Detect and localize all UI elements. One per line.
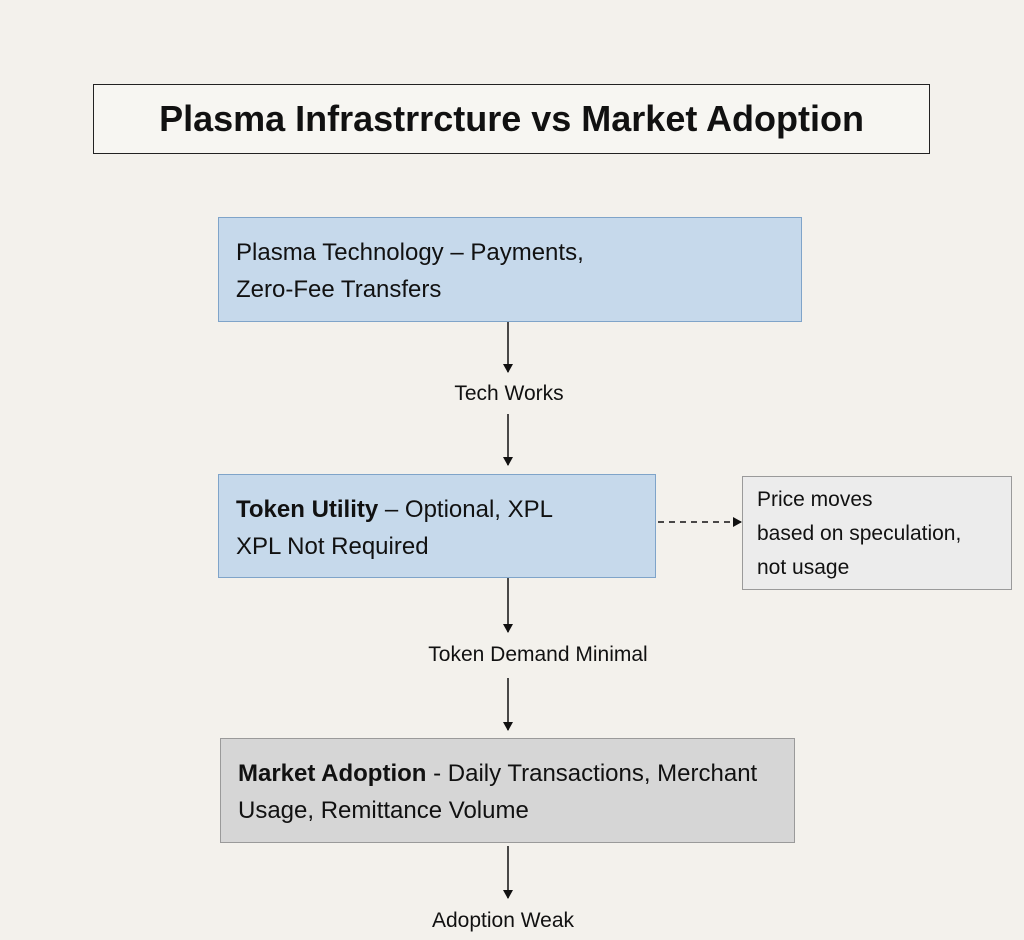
edge-label-adoption-weak: Adoption Weak [431,909,575,932]
node-market-adoption: Market Adoption - Daily Transactions, Me… [220,738,795,843]
edge-label-tech-works: Tech Works [454,382,564,405]
note-line1: Price moves [757,488,873,511]
node-text-line2: Usage, Remittance Volume [238,797,529,824]
node-text-line2: XPL Not Required [236,533,429,560]
note-line2: based on speculation, [757,522,962,545]
node-text-line1: Plasma Technology – Payments, [236,239,584,266]
note-line3: not usage [757,556,850,579]
node-plasma-technology: Plasma Technology – Payments, Zero-Fee T… [218,217,802,322]
node-title: Market Adoption [238,760,427,787]
node-token-utility: Token Utility – Optional, XPL XPL Not Re… [218,474,656,578]
node-text-line1: – Optional, XPL [378,496,554,523]
node-title: Token Utility [236,496,379,523]
node-text-line2: Zero-Fee Transfers [236,276,442,303]
diagram-title: Plasma Infrastrrcture vs Market Adoption [93,84,930,154]
node-text-line1: - Daily Transactions, Merchant [426,760,758,787]
edge-label-token-demand: Token Demand Minimal [428,643,648,666]
node-price-note: Price moves based on speculation, not us… [742,476,1012,590]
